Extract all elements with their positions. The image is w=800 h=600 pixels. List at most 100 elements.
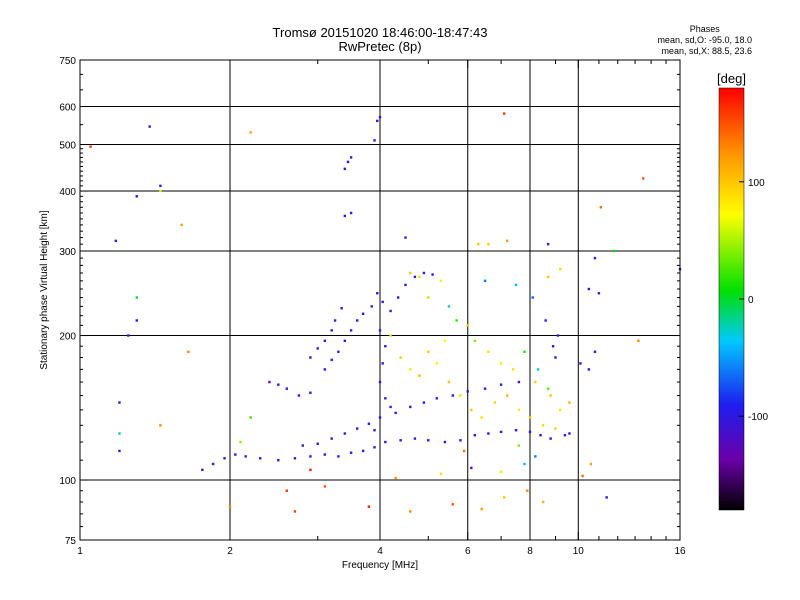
data-point bbox=[389, 405, 392, 409]
x-tick-label: 1 bbox=[77, 546, 83, 557]
data-point bbox=[427, 296, 430, 299]
data-point bbox=[409, 271, 412, 275]
data-point bbox=[549, 437, 552, 440]
data-point bbox=[249, 416, 252, 419]
data-point bbox=[159, 184, 162, 188]
data-point bbox=[323, 485, 327, 488]
data-point bbox=[330, 358, 333, 362]
data-point bbox=[349, 451, 353, 454]
data-point bbox=[517, 380, 521, 384]
data-point bbox=[399, 356, 402, 359]
data-point bbox=[597, 292, 601, 295]
data-point bbox=[244, 455, 247, 458]
chart-subtitle: RwPretec (8p) bbox=[338, 39, 422, 54]
data-point bbox=[642, 177, 645, 180]
data-point bbox=[376, 292, 379, 295]
data-point bbox=[579, 362, 582, 365]
data-point bbox=[534, 380, 537, 384]
data-point bbox=[285, 387, 288, 390]
data-point bbox=[340, 307, 343, 310]
data-point bbox=[361, 312, 365, 315]
data-point bbox=[612, 249, 616, 253]
data-point bbox=[568, 432, 571, 435]
data-point bbox=[277, 383, 280, 386]
minor-ticks bbox=[79, 59, 681, 541]
data-point bbox=[499, 383, 503, 386]
data-point bbox=[409, 405, 412, 409]
data-point bbox=[399, 439, 402, 442]
data-point bbox=[541, 500, 545, 504]
data-point bbox=[343, 339, 347, 343]
data-point bbox=[480, 416, 483, 419]
data-point bbox=[277, 458, 280, 462]
y-tick-labels: 75 100 200 300 400 500 600 750 bbox=[59, 56, 76, 547]
y-tick-label: 300 bbox=[59, 247, 76, 258]
data-point bbox=[418, 275, 421, 279]
data-point bbox=[517, 444, 521, 447]
data-point bbox=[349, 156, 353, 159]
data-point bbox=[514, 429, 518, 432]
data-point bbox=[413, 275, 417, 279]
data-point bbox=[587, 287, 591, 291]
data-point bbox=[309, 455, 312, 458]
data-point bbox=[451, 503, 455, 506]
phase-info: Phases mean, sd,O: -95.0, 18.0 mean, sd,… bbox=[657, 24, 752, 57]
y-tick-label: 400 bbox=[59, 187, 76, 198]
y-tick-label: 600 bbox=[59, 103, 76, 114]
data-point bbox=[544, 319, 547, 322]
colorbar-tick-label: 0 bbox=[748, 295, 754, 306]
data-point bbox=[118, 449, 121, 453]
data-point bbox=[593, 256, 597, 260]
data-point bbox=[422, 271, 426, 275]
data-point bbox=[381, 362, 384, 365]
data-point bbox=[323, 453, 327, 456]
data-point bbox=[466, 390, 469, 393]
data-point bbox=[370, 305, 373, 308]
y-tick-label: 500 bbox=[59, 141, 76, 152]
y-tick-label: 100 bbox=[59, 476, 76, 487]
data-point bbox=[187, 350, 190, 353]
data-point bbox=[361, 449, 365, 453]
data-point bbox=[536, 368, 540, 371]
data-point bbox=[462, 449, 466, 453]
data-point bbox=[439, 472, 443, 476]
data-point bbox=[309, 391, 312, 394]
x-tick-label: 4 bbox=[377, 546, 383, 557]
data-point bbox=[505, 394, 509, 397]
data-point bbox=[443, 440, 447, 444]
data-point bbox=[293, 510, 297, 513]
data-point bbox=[373, 139, 376, 142]
data-point bbox=[473, 433, 477, 437]
data-point bbox=[228, 505, 232, 508]
y-tick-label: 75 bbox=[65, 536, 77, 547]
data-point bbox=[480, 507, 483, 511]
y-tick-label: 750 bbox=[59, 56, 76, 67]
data-point bbox=[223, 457, 226, 460]
data-point bbox=[523, 350, 526, 353]
data-point bbox=[394, 411, 397, 415]
data-point bbox=[447, 305, 451, 308]
phase-info-header: Phases bbox=[689, 24, 720, 34]
data-point bbox=[180, 223, 183, 227]
x-tick-label: 10 bbox=[573, 546, 585, 557]
data-point bbox=[135, 296, 138, 299]
data-point bbox=[431, 273, 434, 276]
data-point bbox=[323, 368, 327, 371]
data-point bbox=[539, 433, 542, 437]
data-point bbox=[378, 380, 382, 384]
data-point bbox=[409, 510, 412, 513]
data-point bbox=[259, 457, 262, 460]
data-point bbox=[455, 319, 458, 322]
data-point bbox=[330, 437, 333, 440]
data-point bbox=[581, 474, 584, 478]
data-point bbox=[381, 300, 384, 304]
data-point bbox=[343, 167, 347, 171]
data-point bbox=[470, 466, 473, 470]
data-point bbox=[159, 189, 162, 193]
data-point bbox=[337, 455, 340, 458]
data-point bbox=[427, 350, 430, 353]
data-point bbox=[404, 236, 407, 239]
data-point bbox=[201, 468, 204, 472]
data-point bbox=[337, 350, 340, 353]
data-point bbox=[499, 430, 503, 434]
